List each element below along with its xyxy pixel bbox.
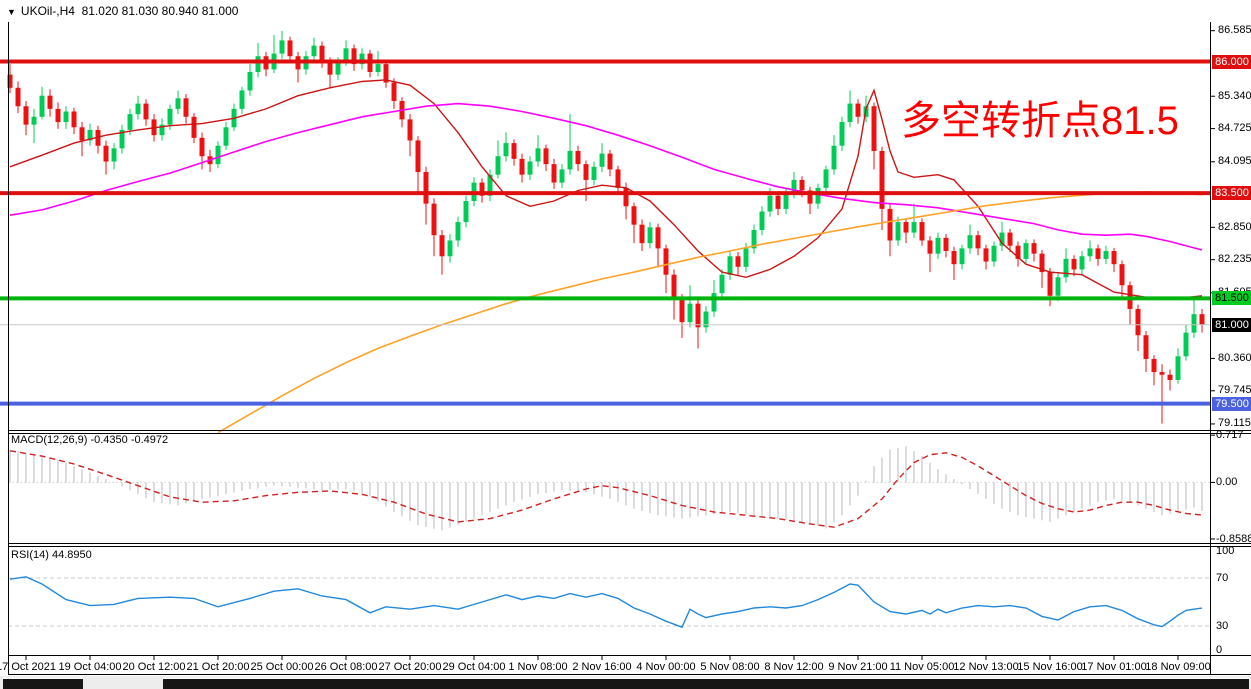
time-axis-label: 19 Oct 04:00 xyxy=(58,661,122,673)
macd-indicator-label: MACD(12,26,9) -0.4350 -0.4972 xyxy=(11,434,169,446)
rsi-tick-label: 30 xyxy=(1216,619,1229,632)
time-axis-label: 26 Oct 08:00 xyxy=(314,661,378,673)
price-level-badge: 86.000 xyxy=(1212,54,1251,69)
time-axis-label: 5 Nov 08:00 xyxy=(700,661,760,673)
symbol-period-label: UKOil-,H4 xyxy=(20,4,75,18)
time-axis-label: 11 Nov 05:00 xyxy=(889,661,955,673)
price-tick-label: 79.745 xyxy=(1218,384,1251,397)
time-axis-label: 8 Nov 12:00 xyxy=(764,661,824,673)
time-axis-label: 27 Oct 20:00 xyxy=(378,661,442,673)
ma-mid xyxy=(9,102,1203,251)
price-level-badge: 81.500 xyxy=(1212,291,1251,306)
macd-tick-label: 0.717 xyxy=(1216,428,1244,441)
time-axis-label: 17 Oct 2021 xyxy=(0,661,56,673)
time-axis-label: 25 Oct 00:00 xyxy=(250,661,314,673)
chart-annotation-text: 多空转折点81.5 xyxy=(901,99,1179,143)
time-axis-label: 4 Nov 00:00 xyxy=(636,661,696,673)
time-axis-label: 1 Nov 08:00 xyxy=(508,661,568,673)
bottom-window-strip xyxy=(0,676,1251,689)
rsi-line xyxy=(9,576,1203,629)
time-axis-label: 15 Nov 16:00 xyxy=(1017,661,1083,673)
macd-signal-line xyxy=(9,450,1203,528)
time-axis-label: 9 Nov 21:00 xyxy=(828,661,888,673)
symbol-dropdown-icon[interactable]: ▼ xyxy=(7,7,16,17)
taskbar-segment[interactable] xyxy=(3,677,83,689)
ma-fast xyxy=(9,79,1203,300)
price-tick-label: 82.235 xyxy=(1218,253,1251,266)
price-tick-label: 80.360 xyxy=(1218,351,1251,364)
macd-tick-label: 0.00 xyxy=(1216,475,1238,488)
rsi-tick-label: 100 xyxy=(1216,544,1235,557)
price-level-badge: 79.500 xyxy=(1212,396,1251,411)
time-axis-label: 12 Nov 13:00 xyxy=(953,661,1019,673)
time-axis-label: 2 Nov 16:00 xyxy=(572,661,632,673)
price-tick-label: 86.585 xyxy=(1218,24,1251,37)
time-axis-label: 21 Oct 20:00 xyxy=(186,661,250,673)
price-tick-label: 84.725 xyxy=(1218,122,1251,135)
price-tick-label: 82.850 xyxy=(1218,220,1251,233)
price-level-badge: 83.500 xyxy=(1212,186,1251,201)
taskbar-segment[interactable] xyxy=(163,677,1249,689)
time-axis-label: 17 Nov 01:00 xyxy=(1081,661,1147,673)
price-tick-label: 84.095 xyxy=(1218,155,1251,168)
rsi-indicator-label: RSI(14) 44.8950 xyxy=(11,549,92,561)
ma-slow xyxy=(217,191,1203,434)
time-axis-label: 20 Oct 12:00 xyxy=(122,661,186,673)
price-tick-label: 85.340 xyxy=(1218,89,1251,102)
time-axis-label: 18 Nov 09:00 xyxy=(1145,661,1211,673)
ohlc-quote-label: 81.020 81.030 80.940 81.000 xyxy=(81,4,239,18)
rsi-tick-label: 0 xyxy=(1216,643,1223,656)
price-level-badge: 81.000 xyxy=(1212,317,1251,332)
price-tick-label: 79.115 xyxy=(1218,417,1251,430)
chart-header: ▼ UKOil-,H4 81.020 81.030 80.940 81.000 xyxy=(7,4,238,18)
rsi-tick-label: 70 xyxy=(1216,571,1229,584)
macd-tick-label: -0.8588 xyxy=(1216,532,1251,545)
time-axis-label: 29 Oct 04:00 xyxy=(442,661,506,673)
